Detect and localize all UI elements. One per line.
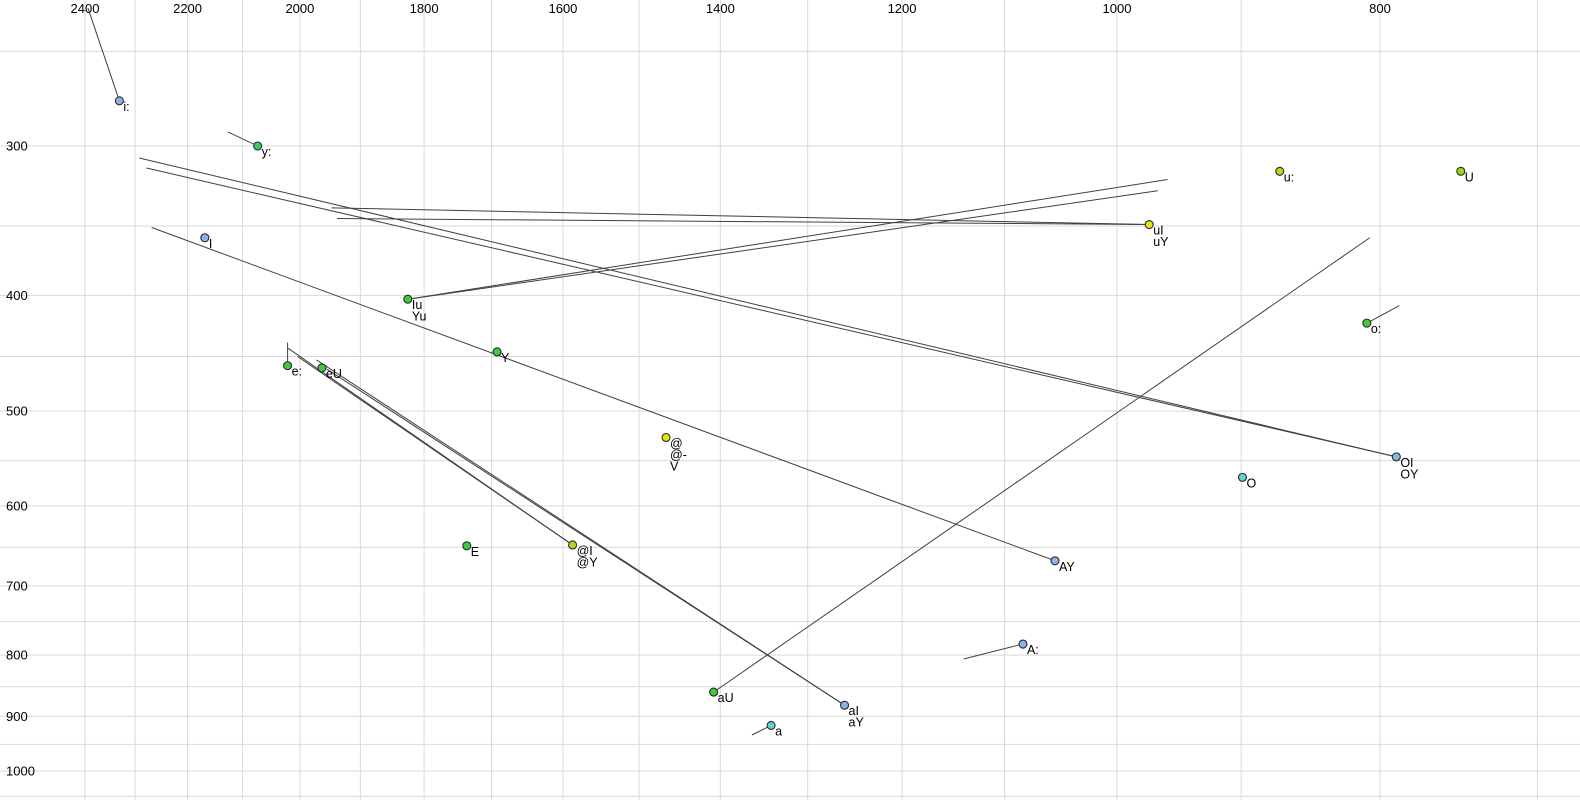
vowel-point[interactable]: [1144, 219, 1154, 230]
vowel-point[interactable]: [114, 96, 124, 106]
vowel-label: OY: [1400, 467, 1419, 481]
x-axis-tick-label: 1200: [888, 1, 917, 16]
y-axis-tick-label: 400: [6, 288, 28, 303]
vowel-point[interactable]: [200, 233, 210, 243]
vowel-point[interactable]: [1050, 556, 1060, 566]
vowel-point[interactable]: [1237, 472, 1248, 482]
y-axis-tick-label: 800: [6, 648, 28, 663]
diphthong-trajectory: [87, 7, 120, 101]
vowel-point[interactable]: [1391, 452, 1401, 462]
diphthong-trajectory: [139, 157, 1397, 458]
vowel-label: o:: [1371, 322, 1381, 336]
y-axis-tick-label: 700: [6, 578, 28, 593]
vowel-label: A:: [1027, 643, 1039, 657]
vowel-label: I: [209, 237, 212, 251]
vowel-label: aU: [718, 691, 734, 705]
diphthong-trajectory: [963, 643, 1024, 660]
vowel-label: U: [1465, 170, 1474, 184]
vowel-point[interactable]: [1456, 166, 1466, 176]
vowel-point[interactable]: [1362, 318, 1372, 328]
diphthong-trajectory: [407, 190, 1158, 300]
vowel-point[interactable]: [839, 700, 850, 710]
diphthong-trajectory: [297, 356, 573, 546]
vowel-label: Iu: [412, 298, 422, 312]
vowel-label: OI: [1400, 456, 1413, 470]
vowel-point[interactable]: [1018, 639, 1028, 649]
vowel-label: @-: [670, 448, 687, 462]
vowel-label: O: [1246, 476, 1256, 490]
vowel-label: @I: [577, 544, 593, 558]
vowel-label: u:: [1284, 170, 1294, 184]
x-axis-tick-label: 2000: [285, 1, 314, 16]
vowel-point[interactable]: [253, 141, 263, 151]
diphthong-trajectory: [1366, 305, 1400, 324]
vowel-point[interactable]: [568, 540, 578, 550]
y-axis-tick-label: 300: [6, 139, 28, 154]
vowel-label: y:: [262, 145, 272, 159]
vowel-point[interactable]: [766, 720, 776, 731]
vowel-point[interactable]: [492, 347, 502, 357]
x-axis-tick-label: 1800: [410, 1, 439, 16]
x-axis-tick-label: 1400: [706, 1, 735, 16]
y-axis-tick-label: 900: [6, 709, 28, 724]
vowel-label: aI: [849, 704, 859, 718]
x-axis-tick-label: 800: [1369, 1, 1391, 16]
vowel-point[interactable]: [1275, 166, 1285, 176]
vowel-label: uY: [1153, 235, 1169, 249]
vowel-label: V: [670, 459, 679, 473]
x-axis-tick-label: 2200: [173, 1, 202, 16]
vowel-label: AY: [1059, 560, 1075, 574]
vowel-label: E: [471, 545, 479, 559]
vowel-label: eU: [326, 367, 342, 381]
vowel-point[interactable]: [317, 363, 327, 373]
vowel-label: i:: [123, 100, 129, 114]
vowel-label: a: [775, 724, 782, 738]
y-axis-tick-label: 600: [6, 498, 28, 513]
vowel-label: @Y: [577, 555, 599, 569]
y-axis-tick-label: 1000: [6, 764, 35, 779]
vowel-label: Yu: [412, 310, 427, 324]
vowel-point[interactable]: [403, 294, 413, 304]
diphthong-trajectory: [227, 131, 258, 147]
vowel-label: uI: [1153, 224, 1163, 238]
diphthong-trajectory: [713, 237, 1371, 693]
vowel-label: aY: [849, 716, 865, 730]
vowel-point[interactable]: [283, 361, 293, 371]
x-axis-tick-label: 2400: [71, 1, 100, 16]
y-axis-tick-label: 500: [6, 404, 28, 419]
diphthong-trajectory: [326, 368, 845, 706]
diphthong-trajectory: [337, 218, 1150, 226]
vowel-point[interactable]: [709, 687, 719, 697]
vowel-label: e:: [292, 365, 302, 379]
vowel-label: @: [670, 436, 683, 450]
x-axis-tick-label: 1600: [548, 1, 577, 16]
vowel-label: Y: [501, 351, 510, 365]
x-axis-tick-label: 1000: [1103, 1, 1132, 16]
vowel-point[interactable]: [462, 541, 472, 551]
vowel-point[interactable]: [661, 432, 671, 443]
diphthong-trajectory: [151, 227, 1056, 562]
diphthong-trajectory: [407, 179, 1168, 300]
diphthong-trajectory: [331, 207, 1150, 226]
diphthong-trajectory: [146, 167, 1397, 458]
